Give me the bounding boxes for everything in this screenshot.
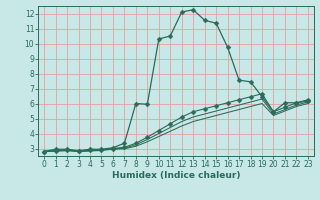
X-axis label: Humidex (Indice chaleur): Humidex (Indice chaleur) [112,171,240,180]
